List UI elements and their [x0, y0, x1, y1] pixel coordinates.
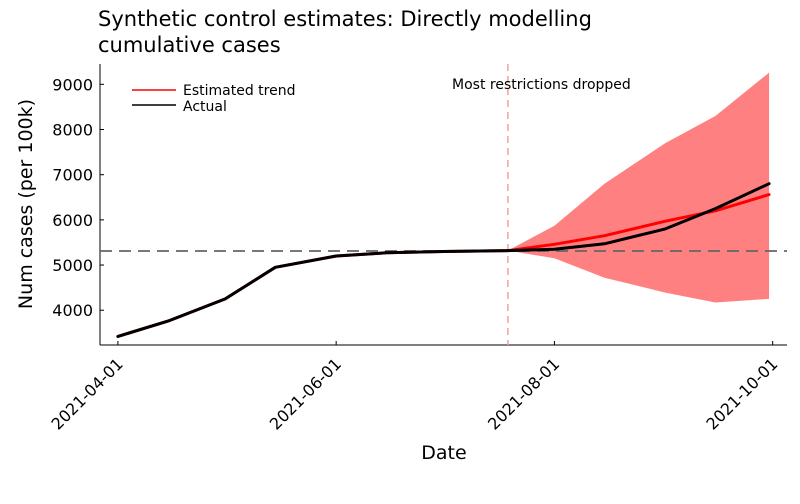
y-tick-label: 4000	[52, 301, 93, 320]
event-annotation: Most restrictions dropped	[452, 77, 631, 93]
y-tick-label: 6000	[52, 211, 93, 230]
x-tick-label: 2021-06-01	[266, 354, 345, 433]
x-tick-label: 2021-08-01	[484, 354, 563, 433]
y-tick-label: 5000	[52, 256, 93, 275]
y-tick-label: 9000	[52, 75, 93, 94]
chart-title-line-2: cumulative cases	[98, 33, 281, 57]
y-tick-label: 7000	[52, 166, 93, 185]
chart-title-line-1: Synthetic control estimates: Directly mo…	[98, 7, 592, 31]
legend-label-actual: Actual	[183, 99, 227, 115]
series-line-actual	[116, 182, 771, 338]
legend: Estimated trend Actual	[132, 83, 296, 115]
uncertainty-band	[507, 72, 770, 303]
x-tick-label: 2021-04-01	[48, 354, 127, 433]
legend-label-estimated-trend: Estimated trend	[183, 83, 296, 99]
x-tick-label: 2021-10-01	[702, 354, 781, 433]
y-tick-label: 8000	[52, 121, 93, 140]
y-axis-label: Num cases (per 100k)	[15, 99, 37, 309]
x-axis-label: Date	[421, 442, 466, 464]
